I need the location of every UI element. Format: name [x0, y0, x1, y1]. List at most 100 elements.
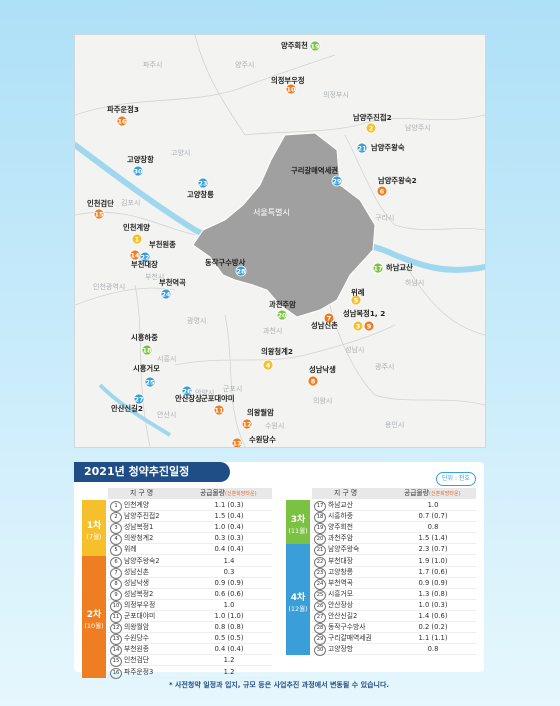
row-supply: 0.7 (0.7) [418, 512, 448, 521]
row-number: 19 [314, 523, 326, 535]
site-pin [141, 344, 153, 356]
phase-label: 2차 (10월) [82, 555, 106, 678]
site-marker[interactable]: 30 고양장항 [127, 155, 154, 177]
site-label: 구리갈매역세권 [291, 166, 338, 175]
site-marker[interactable]: 2 남양주진접2 [353, 113, 392, 134]
site-number: 18 [142, 346, 152, 354]
site-pin [131, 233, 143, 245]
row-supply: 0.9 (0.9) [214, 578, 244, 587]
row-district: 고양창릉 [328, 567, 354, 576]
site-number: 4 [266, 361, 271, 369]
site-marker[interactable]: 4 의왕청계2 [261, 347, 293, 371]
site-marker[interactable]: 18 시흥하중 [131, 333, 158, 356]
table-row: 15 인천검단 1.2 [108, 655, 272, 668]
region-label: 구리시 [375, 213, 394, 222]
site-marker[interactable]: 15 인천검단 [87, 199, 114, 220]
row-number: 24 [314, 578, 326, 590]
site-marker[interactable]: 16 파주운정3 [107, 105, 139, 127]
site-marker[interactable]: 9 [363, 320, 375, 332]
row-district: 남양주왕숙 [328, 545, 360, 554]
row-supply: 0.3 (0.3) [214, 534, 244, 543]
table-row: 8 성남낙생 0.9 (0.9) [108, 578, 272, 590]
row-district: 성남복정2 [124, 589, 154, 598]
row-number: 16 [110, 667, 122, 679]
site-marker[interactable]: 13 수원당수 [231, 435, 276, 448]
row-number: 11 [110, 612, 122, 623]
site-label: 위례 [351, 288, 365, 297]
site-marker[interactable]: 23 고양창릉 [187, 177, 214, 199]
site-label: 인천계양 [123, 223, 150, 232]
site-marker[interactable]: 12 의왕월암 [241, 408, 274, 430]
region-label: 수원시 [265, 421, 284, 430]
site-number: 21 [357, 144, 367, 152]
site-pin [376, 185, 388, 197]
site-pin [309, 40, 321, 52]
row-supply: 1.9 (1.0) [418, 556, 448, 565]
row-district: 안산장상 [328, 600, 354, 609]
site-pin [144, 376, 156, 388]
table-row: 22 부천대장 1.9 (1.0) [312, 556, 476, 568]
site-marker[interactable]: 17 하남교산 [372, 262, 413, 274]
row-district: 부천역곡 [328, 578, 354, 587]
site-label: 의왕월암 [247, 408, 274, 417]
site-label: 하남교산 [386, 263, 413, 272]
site-marker[interactable]: 25 시흥거모 [133, 364, 160, 388]
table-row: 10 의정부우정 1.0 [108, 600, 272, 612]
site-marker[interactable]: 1 인천계양 [123, 223, 150, 245]
row-district: 시흥하중 [328, 512, 354, 521]
site-marker[interactable]: 6 남양주왕숙2 [376, 176, 417, 197]
site-marker[interactable]: 3 성남복정1, 2 [343, 309, 385, 332]
row-district: 인천검단 [124, 656, 150, 665]
site-pin [331, 175, 343, 187]
site-marker[interactable]: 5위례 [350, 288, 365, 306]
row-district: 남양주진접2 [124, 512, 160, 521]
site-number: 12 [242, 420, 251, 428]
region-label: 남양주시 [405, 123, 431, 132]
row-district: 성남신촌 [124, 567, 150, 576]
row-district: 하남교산 [328, 501, 354, 509]
site-number: 14 [130, 251, 140, 259]
site-label: 과천주암 [269, 300, 296, 309]
phase-label: 1차 (7월) [82, 500, 106, 556]
site-label: 남양주왕숙2 [378, 176, 417, 185]
unit-badge: 단위 : 천호 [436, 472, 476, 486]
row-supply: 0.8 [427, 523, 439, 532]
site-marker[interactable]: 20 과천주암 [269, 300, 296, 321]
site-marker[interactable]: 21 남양주왕숙 [356, 142, 405, 154]
site-number: 2 [369, 124, 374, 132]
site-label: 의왕청계2 [261, 347, 293, 356]
region-label: 안양시 [195, 388, 214, 397]
row-supply: 1.0 [223, 600, 235, 609]
region-label: 군포시 [223, 385, 242, 393]
seoul-label: 서울특별시 [253, 207, 290, 217]
row-number: 14 [110, 645, 122, 657]
row-number: 27 [314, 612, 326, 623]
table-row: 23 고양창릉 1.7 (0.6) [312, 567, 476, 579]
row-number: 23 [314, 567, 326, 579]
site-number: 26 [182, 387, 192, 395]
seoul-area [192, 132, 376, 318]
site-number: 17 [373, 264, 382, 272]
site-marker[interactable]: 8 성남낙생 [307, 365, 336, 387]
row-supply: 1.0 (0.4) [214, 523, 244, 532]
region-label: 김포시 [121, 199, 140, 207]
site-pin [235, 265, 247, 277]
site-number: 16 [117, 117, 127, 125]
row-supply: 1.1 (1.1) [418, 634, 448, 643]
footnote: * 사전청약 일정과 입지, 규모 등은 사업추진 과정에서 변동될 수 있습니… [168, 681, 390, 689]
site-marker[interactable]: 11 군포대야미 [201, 394, 235, 416]
row-district: 부천대장 [328, 556, 354, 565]
site-pin [350, 294, 362, 306]
site-marker[interactable]: 29 구리갈매역세권 [291, 166, 343, 187]
site-marker[interactable]: 24 부천역곡 [159, 278, 186, 300]
table-row: 17 하남교산 1.0 [312, 500, 476, 512]
site-number: 7 [327, 314, 332, 322]
site-pin [356, 142, 368, 154]
